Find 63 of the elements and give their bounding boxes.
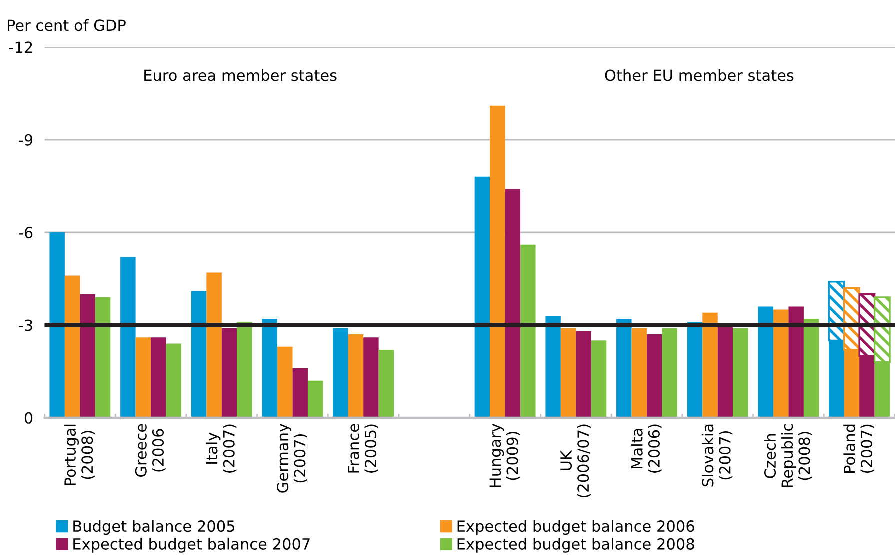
x-tick-label: Germany (2007): [277, 424, 308, 493]
y-tick-label: 0: [24, 412, 33, 424]
x-tick-label: Italy (2007): [206, 424, 237, 473]
x-tick-label: Malta (2006): [631, 424, 662, 473]
bar: [758, 306, 774, 418]
legend-label: Expected budget balance 2006: [458, 520, 694, 536]
bar: [520, 244, 536, 418]
legend-label: Budget balance 2005: [74, 520, 234, 536]
bar: [50, 232, 65, 418]
bar: [702, 312, 718, 418]
y-tick-label: -3: [19, 320, 32, 332]
bar: [647, 334, 662, 418]
bar: [560, 328, 576, 418]
bar: [237, 322, 252, 418]
legend-label: Expected budget balance 2008: [458, 538, 694, 553]
bar: [151, 338, 166, 418]
bar: [64, 276, 80, 418]
bar: [788, 306, 804, 418]
bar: [333, 328, 348, 418]
bar: [378, 350, 394, 418]
bar: [616, 319, 632, 418]
bar: [733, 328, 748, 418]
bar: [348, 334, 364, 418]
bar: [546, 316, 561, 418]
bar: [591, 340, 607, 418]
bar: [632, 328, 648, 418]
x-tick-label: Greece (2006: [135, 424, 166, 477]
bar: [718, 325, 734, 418]
bar: [292, 368, 308, 418]
y-tick-label: -6: [19, 227, 33, 239]
bar: [576, 331, 592, 418]
legend-label: Expected budget balance 2007: [74, 538, 310, 553]
bar: [191, 291, 207, 418]
x-tick-label: Hungary (2009): [490, 424, 520, 488]
bar: [222, 328, 238, 418]
x-tick-label: UK (2006/07): [560, 424, 591, 498]
y-tick-label: -12: [9, 42, 32, 53]
bar: [166, 344, 182, 418]
bar: [80, 294, 96, 418]
bar: [687, 322, 703, 418]
bar: [120, 257, 136, 418]
bar: [206, 272, 222, 418]
annotation: Euro area member states: [144, 69, 337, 82]
x-tick-label: Poland (2007): [844, 424, 874, 474]
bar: [804, 319, 820, 418]
annotation: Other EU member states: [605, 69, 794, 82]
bar: [278, 346, 293, 418]
bar: [505, 189, 521, 418]
bar: [364, 338, 379, 418]
y-axis-title: Per cent of GDP: [8, 19, 126, 32]
bar: [662, 328, 678, 418]
bar: [490, 106, 506, 418]
y-tick-label: -9: [19, 134, 33, 146]
x-tick-label: France (2005): [348, 424, 378, 473]
bar: [308, 380, 324, 418]
x-tick-label: Portugal (2008): [64, 424, 95, 486]
bar: [474, 176, 490, 418]
x-tick-label: Slovakia (2007): [702, 424, 733, 487]
bar: [136, 338, 152, 418]
bar: [262, 319, 278, 418]
x-tick-label: Czech Republic (2008): [764, 424, 812, 488]
bar: [773, 310, 789, 418]
bar: [95, 297, 111, 418]
